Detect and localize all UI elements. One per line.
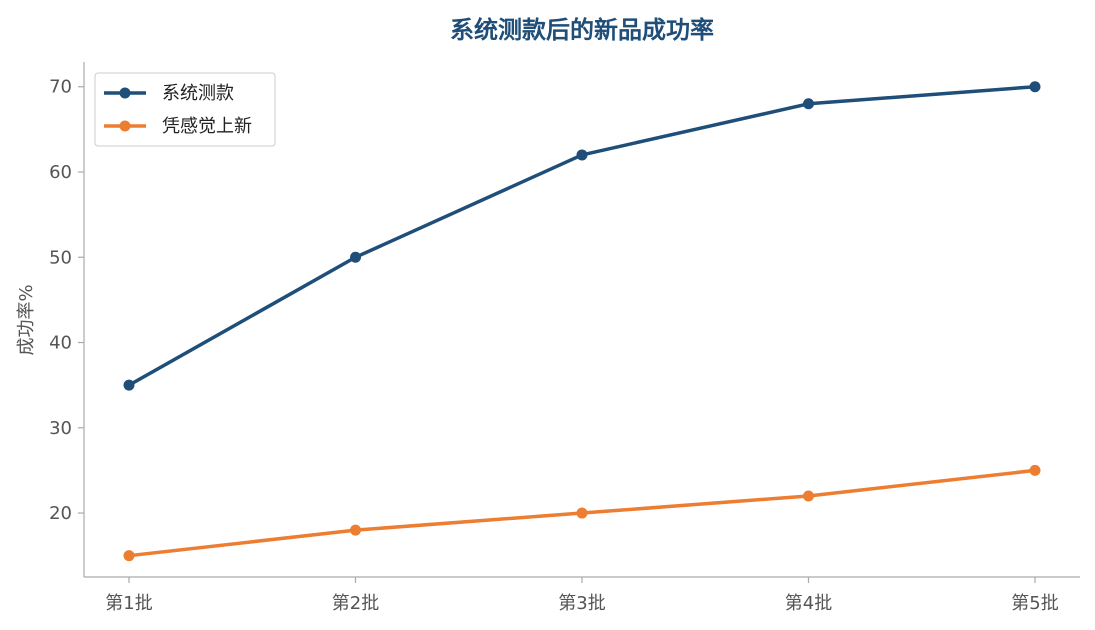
data-point [350,251,361,263]
data-point [123,550,135,562]
x-tick-label: 第3批 [558,593,605,614]
y-tick-label: 50 [49,247,72,268]
series-layer [123,81,1041,562]
x-ticks: 第1批 第2批 第3批 第4批 第5批 [105,577,1059,614]
data-point [1029,81,1041,93]
legend-label: 凭感觉上新 [162,116,252,137]
data-point [803,490,814,502]
data-point [803,98,814,110]
legend-marker [119,120,131,132]
data-point [1029,464,1041,476]
x-tick-label: 第2批 [332,593,379,614]
y-tick-label: 30 [49,418,72,439]
chart-title: 系统测款后的新品成功率 [450,16,714,44]
y-tick-label: 40 [49,333,72,354]
x-tick-label: 第5批 [1011,593,1058,614]
legend-marker [119,87,131,99]
y-axis-label: 成功率% [16,284,37,355]
x-tick-label: 第1批 [105,593,152,614]
y-tick-label: 60 [49,162,72,183]
data-point [576,149,588,161]
y-ticks: 20 30 40 50 60 70 [49,77,84,524]
legend-label: 系统测款 [162,83,234,104]
y-tick-label: 20 [49,503,72,524]
data-point [576,507,588,519]
data-point [350,524,361,536]
x-tick-label: 第4批 [785,593,832,614]
y-tick-label: 70 [49,77,72,98]
data-point [123,379,135,391]
